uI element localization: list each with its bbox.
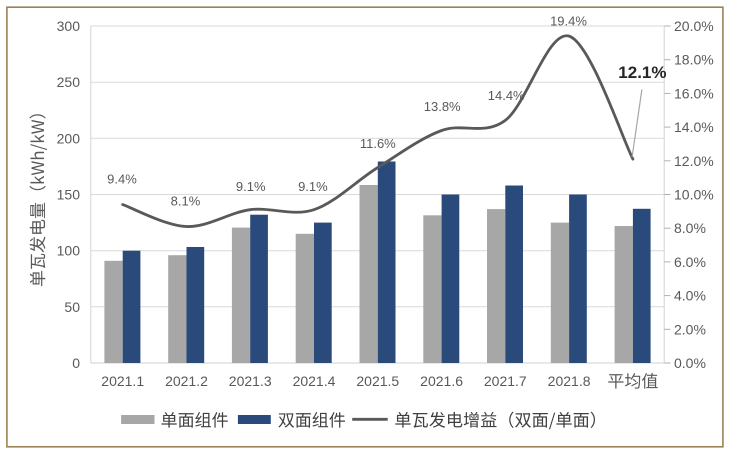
svg-text:4.0%: 4.0% bbox=[674, 288, 706, 304]
svg-text:9.4%: 9.4% bbox=[107, 172, 137, 187]
svg-text:50: 50 bbox=[64, 299, 80, 315]
svg-text:19.4%: 19.4% bbox=[550, 13, 587, 28]
svg-text:16.0%: 16.0% bbox=[674, 85, 714, 101]
svg-text:2.0%: 2.0% bbox=[674, 321, 706, 337]
svg-text:2021.2: 2021.2 bbox=[165, 373, 208, 389]
svg-text:0.0%: 0.0% bbox=[674, 355, 706, 371]
svg-text:12.1%: 12.1% bbox=[618, 63, 666, 82]
svg-text:100: 100 bbox=[57, 243, 81, 259]
svg-text:2021.1: 2021.1 bbox=[101, 373, 144, 389]
svg-text:20.0%: 20.0% bbox=[674, 18, 714, 34]
svg-text:12.0%: 12.0% bbox=[674, 153, 714, 169]
svg-text:9.1%: 9.1% bbox=[298, 179, 328, 194]
svg-text:14.4%: 14.4% bbox=[488, 88, 525, 103]
svg-text:2021.3: 2021.3 bbox=[229, 373, 272, 389]
svg-text:150: 150 bbox=[57, 187, 81, 203]
svg-text:0: 0 bbox=[72, 355, 80, 371]
svg-text:13.8%: 13.8% bbox=[424, 99, 461, 114]
svg-text:10.0%: 10.0% bbox=[674, 187, 714, 203]
svg-text:6.0%: 6.0% bbox=[674, 254, 706, 270]
svg-text:11.6%: 11.6% bbox=[360, 136, 396, 151]
svg-text:300: 300 bbox=[57, 18, 81, 34]
svg-text:2021.5: 2021.5 bbox=[356, 373, 399, 389]
svg-text:18.0%: 18.0% bbox=[674, 52, 714, 68]
svg-text:8.0%: 8.0% bbox=[674, 220, 706, 236]
svg-text:2021.8: 2021.8 bbox=[548, 373, 591, 389]
svg-text:9.1%: 9.1% bbox=[236, 179, 266, 194]
svg-text:250: 250 bbox=[57, 74, 81, 90]
svg-text:2021.4: 2021.4 bbox=[293, 373, 336, 389]
svg-text:2021.6: 2021.6 bbox=[420, 373, 463, 389]
svg-text:2021.7: 2021.7 bbox=[484, 373, 527, 389]
svg-text:200: 200 bbox=[57, 130, 81, 146]
svg-text:14.0%: 14.0% bbox=[674, 119, 714, 135]
svg-text:8.1%: 8.1% bbox=[171, 194, 201, 209]
